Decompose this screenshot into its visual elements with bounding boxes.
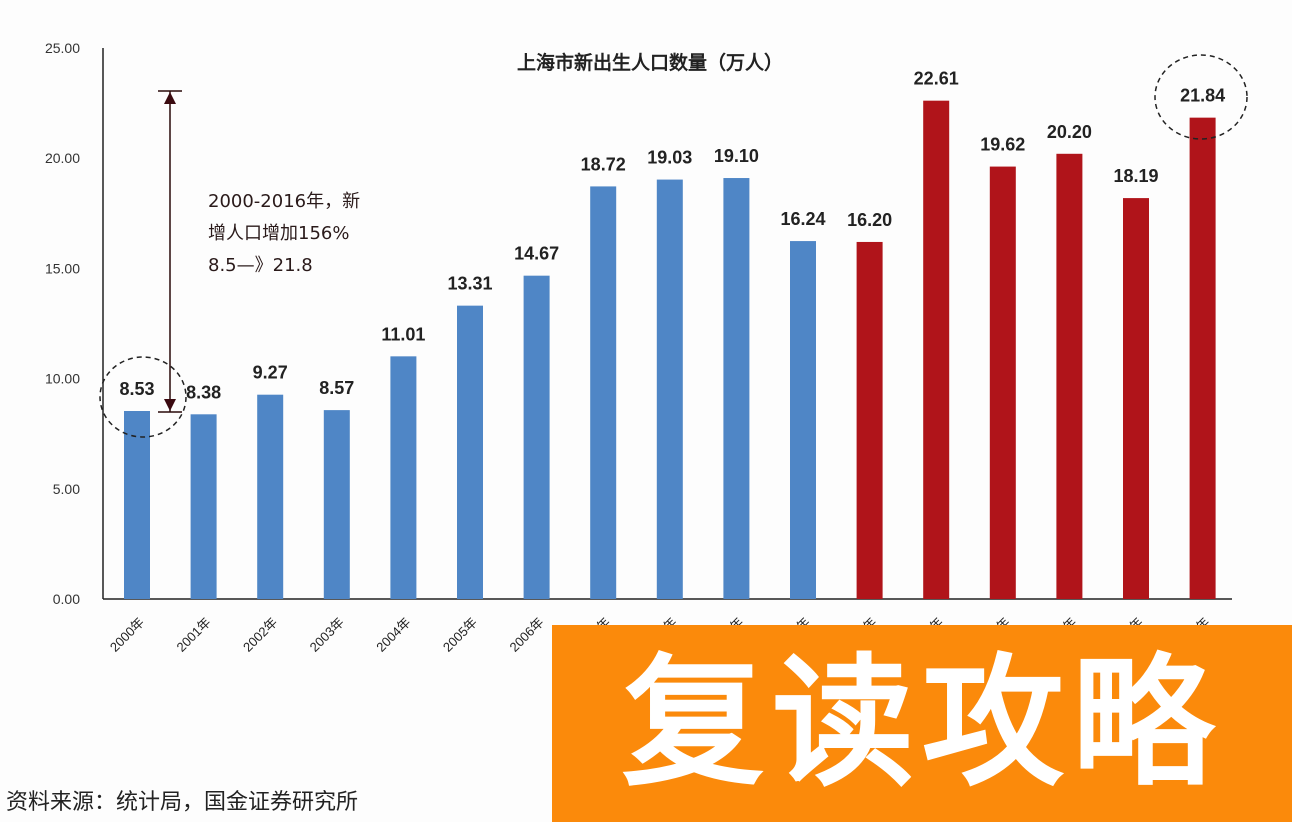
data-label: 19.62	[980, 135, 1025, 155]
data-label: 8.53	[119, 379, 154, 399]
highlight-circle-2000	[99, 356, 187, 438]
bar	[989, 166, 1016, 599]
bar	[323, 410, 350, 599]
data-label: 22.61	[914, 69, 959, 89]
x-tick-label: 2004年	[373, 615, 413, 655]
annotation-line-2: 增人口增加156%	[208, 223, 350, 244]
x-tick-label: 2001年	[173, 615, 213, 655]
data-label: 16.24	[780, 209, 825, 229]
data-label: 16.20	[847, 210, 892, 230]
bar	[723, 178, 750, 599]
bar	[390, 356, 417, 599]
source-note: 资料来源：统计局，国金证券研究所	[6, 790, 359, 815]
data-label: 13.31	[447, 274, 492, 294]
data-label: 14.67	[514, 244, 559, 264]
data-label: 11.01	[381, 324, 425, 344]
bar	[1123, 198, 1149, 599]
bar	[590, 186, 617, 599]
arrow-head-up-icon	[164, 92, 176, 104]
y-tick-label: 10.00	[45, 371, 80, 387]
data-label: 18.72	[581, 154, 626, 174]
y-tick-label: 15.00	[45, 260, 80, 276]
bar	[856, 241, 883, 599]
data-label: 20.20	[1047, 122, 1092, 142]
bar	[457, 305, 483, 599]
growth-annotation: 2000-2016年，新 增人口增加156% 8.5—》21.8	[208, 186, 360, 282]
x-tick-label: 2002年	[240, 615, 280, 655]
x-tick-label: 2000年	[107, 615, 147, 655]
bar	[1056, 153, 1083, 600]
chart-title: 上海市新出生人口数量（万人）	[516, 52, 783, 74]
arrow-head-down-icon	[164, 399, 176, 411]
bar	[1189, 117, 1216, 600]
data-label: 19.10	[714, 146, 759, 166]
x-tick-label: 2003年	[307, 615, 347, 655]
y-tick-label: 0.00	[53, 591, 80, 607]
annotation-line-1: 2000-2016年，新	[208, 191, 361, 212]
bar	[523, 275, 550, 599]
bar	[124, 410, 150, 599]
bar	[257, 394, 284, 599]
y-tick-label: 5.00	[53, 481, 80, 497]
highlight-circle-2016	[1154, 54, 1248, 140]
data-label: 8.57	[319, 378, 354, 398]
data-label: 8.38	[186, 382, 221, 402]
watermark-banner: 复读攻略	[552, 625, 1292, 822]
y-tick-label: 25.00	[45, 40, 80, 56]
data-label: 9.27	[253, 363, 288, 383]
bar	[656, 179, 683, 599]
bar	[790, 241, 816, 599]
y-tick-label: 20.00	[45, 150, 80, 166]
data-label: 21.84	[1180, 86, 1225, 106]
bar	[923, 100, 950, 599]
x-tick-label: 2006年	[506, 615, 546, 655]
x-tick-label: 2005年	[440, 615, 480, 655]
annotation-line-3: 8.5—》21.8	[208, 255, 313, 276]
bar	[190, 414, 217, 599]
data-label: 18.19	[1113, 166, 1158, 186]
data-label: 19.03	[647, 148, 692, 168]
